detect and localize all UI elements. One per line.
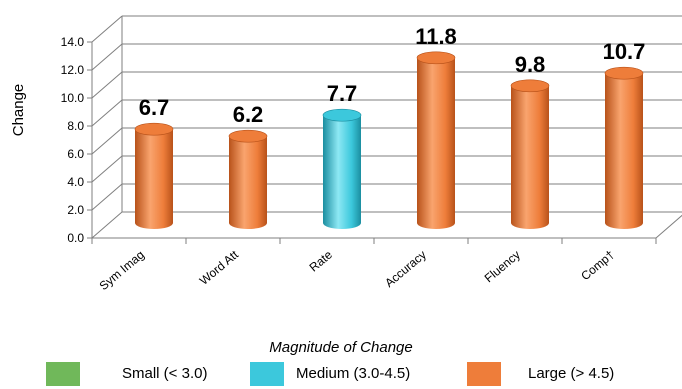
data-label: 10.7 xyxy=(603,39,646,64)
bar-comp xyxy=(604,66,644,229)
bar-top xyxy=(228,129,268,143)
gridline-diag xyxy=(91,15,123,43)
y-tick-label: 0.0 xyxy=(67,231,84,245)
x-tick-label: Sym Imag xyxy=(97,248,147,293)
y-tick-label: 12.0 xyxy=(61,63,85,77)
bar-body xyxy=(229,136,267,229)
y-tick-label: 2.0 xyxy=(67,203,84,217)
y-tick-label: 4.0 xyxy=(67,175,84,189)
data-label: 6.7 xyxy=(139,95,170,120)
chart-walls xyxy=(91,16,682,239)
bar-fluency xyxy=(510,79,550,229)
bar-body xyxy=(417,57,455,229)
bar-body xyxy=(323,115,361,229)
bar-top xyxy=(604,66,644,80)
legend-swatch-medium xyxy=(250,362,284,386)
legend-label-small: Small (< 3.0) xyxy=(122,365,208,382)
gridline-diag xyxy=(91,155,123,183)
y-axis-ticks: 0.0 2.0 4.0 6.0 8.0 10.0 12.0 14.0 xyxy=(61,35,92,245)
legend-swatch-large xyxy=(467,362,501,386)
x-tick-label: Word Att xyxy=(197,247,242,288)
legend-label-medium: Medium (3.0-4.5) xyxy=(296,365,411,382)
data-label: 6.2 xyxy=(233,102,264,127)
bar-top xyxy=(510,79,550,93)
x-tick-label: Fluency xyxy=(482,248,523,286)
data-label: 7.7 xyxy=(327,81,358,106)
x-tick-label: Comp† xyxy=(578,248,617,284)
bar-word-att xyxy=(228,129,268,229)
y-tick-label: 10.0 xyxy=(61,91,85,105)
gridline-diag xyxy=(91,99,123,127)
bar-accuracy xyxy=(416,51,456,229)
bar-body xyxy=(605,73,643,229)
data-labels: 6.7 6.2 7.7 11.8 9.8 10.7 xyxy=(139,24,646,127)
gridline-diag xyxy=(91,43,123,71)
bar-top xyxy=(322,108,362,122)
gridline-diag xyxy=(91,183,123,211)
bar-body xyxy=(135,129,173,229)
bar-rate xyxy=(322,108,362,229)
y-tick-label: 6.0 xyxy=(67,147,84,161)
bar-top xyxy=(134,122,174,136)
bars xyxy=(134,51,644,229)
gridline-diag xyxy=(91,71,123,99)
legend-title: Magnitude of Change xyxy=(269,339,413,356)
x-tick-label: Rate xyxy=(307,247,336,274)
y-tick-label: 14.0 xyxy=(61,35,85,49)
bar-body xyxy=(511,85,549,229)
floor-right-edge xyxy=(655,214,682,239)
y-axis-label: Change xyxy=(10,84,27,137)
bar-top xyxy=(416,51,456,65)
gridline-diag xyxy=(91,211,123,239)
data-label: 11.8 xyxy=(415,24,457,49)
y-tick-label: 8.0 xyxy=(67,119,84,133)
x-axis-ticks: Sym Imag Word Att Rate Accuracy Fluency Comp† xyxy=(91,238,657,293)
data-label: 9.8 xyxy=(515,52,546,77)
legend-swatch-small xyxy=(46,362,80,386)
bar-sym-imag xyxy=(134,122,174,229)
legend-label-large: Large (> 4.5) xyxy=(528,365,615,382)
x-tick-label: Accuracy xyxy=(382,248,429,290)
gridlines xyxy=(91,15,682,239)
gridline-diag xyxy=(91,127,123,155)
